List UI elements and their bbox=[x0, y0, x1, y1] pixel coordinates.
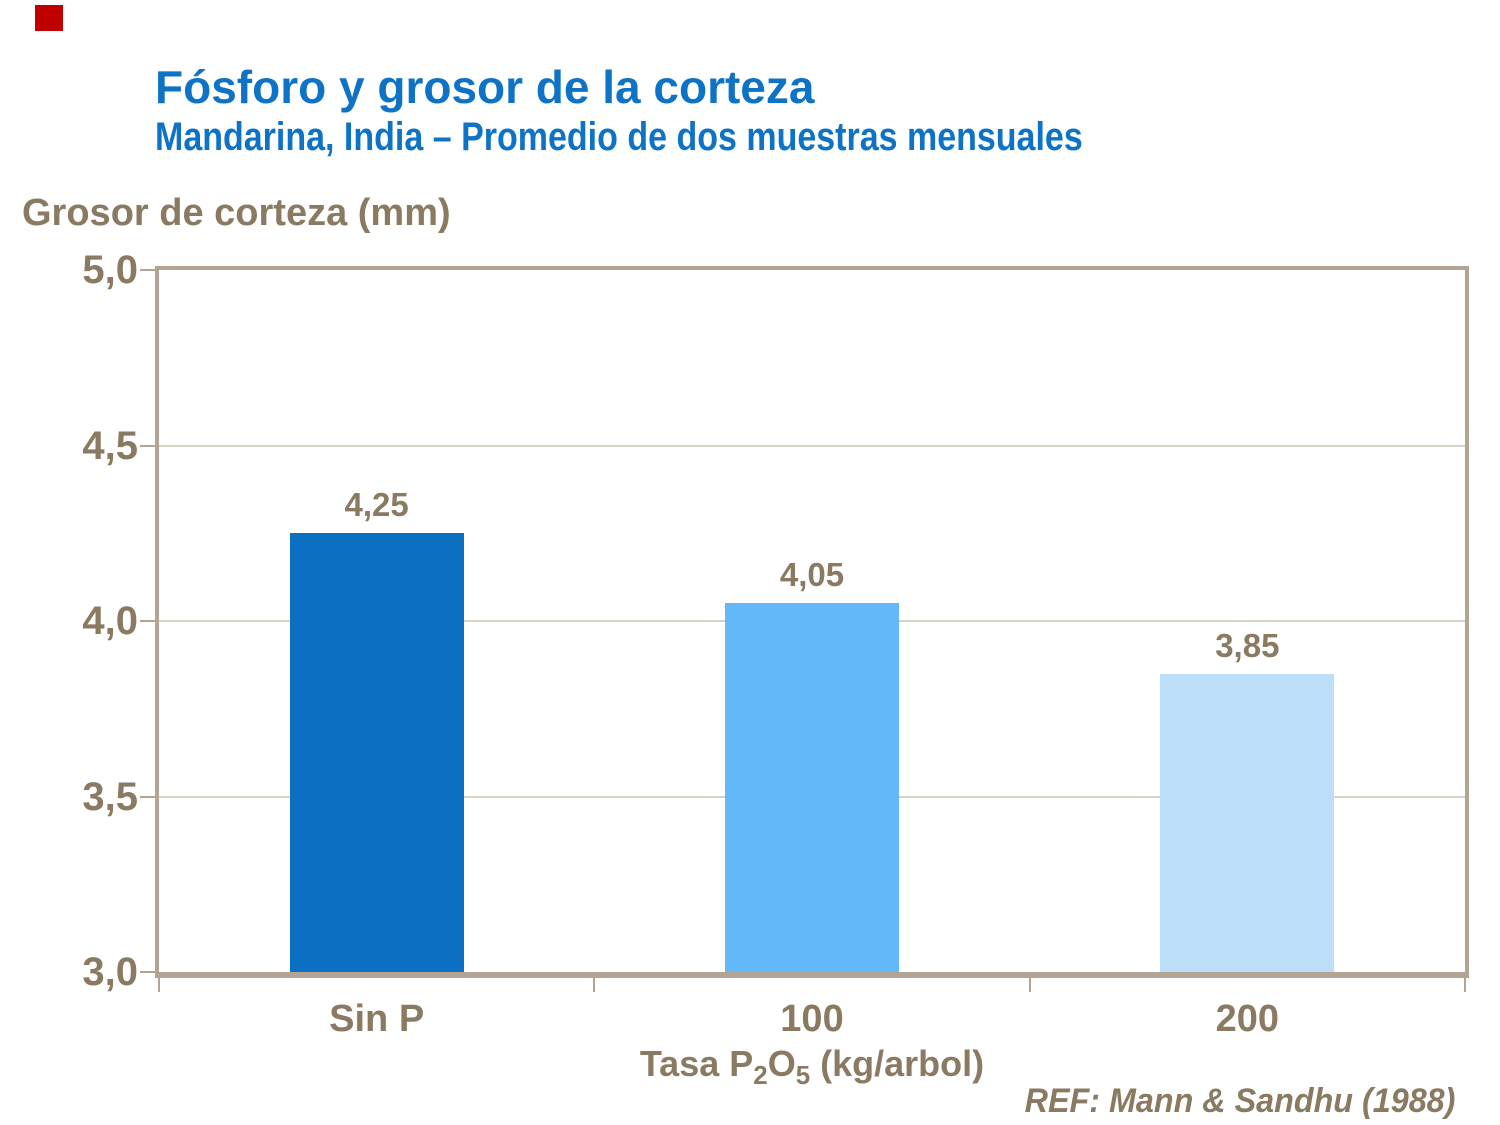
chart-subtitle: Mandarina, India – Promedio de dos muest… bbox=[155, 115, 1246, 159]
category-label: Sin P bbox=[329, 998, 425, 1040]
x-axis-title-part: O bbox=[767, 1043, 796, 1084]
x-axis-tick bbox=[1464, 978, 1466, 992]
corner-red-square bbox=[35, 5, 63, 31]
category-label: 200 bbox=[1215, 998, 1280, 1040]
title-block: Fósforo y grosor de la corteza Mandarina… bbox=[155, 62, 1246, 159]
y-axis-title: Grosor de corteza (mm) bbox=[22, 192, 451, 234]
y-tick-label: 4,0 bbox=[82, 599, 138, 643]
x-axis-title-part: (kg/arbol) bbox=[810, 1043, 985, 1084]
y-tick-label: 4,5 bbox=[82, 423, 138, 468]
x-axis-title: Tasa P2O5 (kg/arbol) bbox=[462, 1044, 1162, 1091]
reference-note: REF: Mann & Sandhu (1988) bbox=[1002, 1082, 1455, 1121]
bar-value-label: 4,25 bbox=[344, 486, 409, 524]
category-label: 100 bbox=[780, 998, 844, 1040]
chart-title: Fósforo y grosor de la corteza bbox=[155, 61, 815, 113]
y-axis-tick bbox=[140, 269, 157, 271]
bar-value-label: 3,85 bbox=[1215, 626, 1280, 664]
y-tick-label: 5,0 bbox=[82, 248, 138, 292]
x-axis-tick bbox=[1028, 978, 1031, 992]
y-axis-tick bbox=[140, 795, 157, 798]
plot-area: 4,25 4,05 3,85 bbox=[155, 266, 1469, 978]
bar bbox=[289, 533, 464, 972]
reference-text: REF: Mann & Sandhu (1988) bbox=[1024, 1082, 1455, 1120]
y-axis-tick bbox=[140, 971, 157, 973]
x-axis-tick bbox=[158, 978, 160, 992]
x-axis-tick bbox=[593, 978, 596, 992]
y-axis-tick bbox=[140, 620, 157, 622]
y-tick-label: 3,5 bbox=[82, 774, 138, 819]
y-axis-tick bbox=[140, 444, 157, 447]
x-axis-title-subscript: 5 bbox=[795, 1062, 811, 1091]
bar bbox=[725, 603, 899, 972]
bar bbox=[1160, 673, 1335, 972]
y-tick-label: 3,0 bbox=[82, 950, 138, 994]
bar-value-label: 4,05 bbox=[779, 556, 845, 594]
x-axis-title-subscript: 2 bbox=[753, 1062, 768, 1091]
gridline bbox=[159, 444, 1465, 447]
x-axis-title-part: Tasa P bbox=[639, 1043, 754, 1084]
chart-subtitle-text: Mandarina, India – Promedio de dos muest… bbox=[155, 114, 1083, 159]
